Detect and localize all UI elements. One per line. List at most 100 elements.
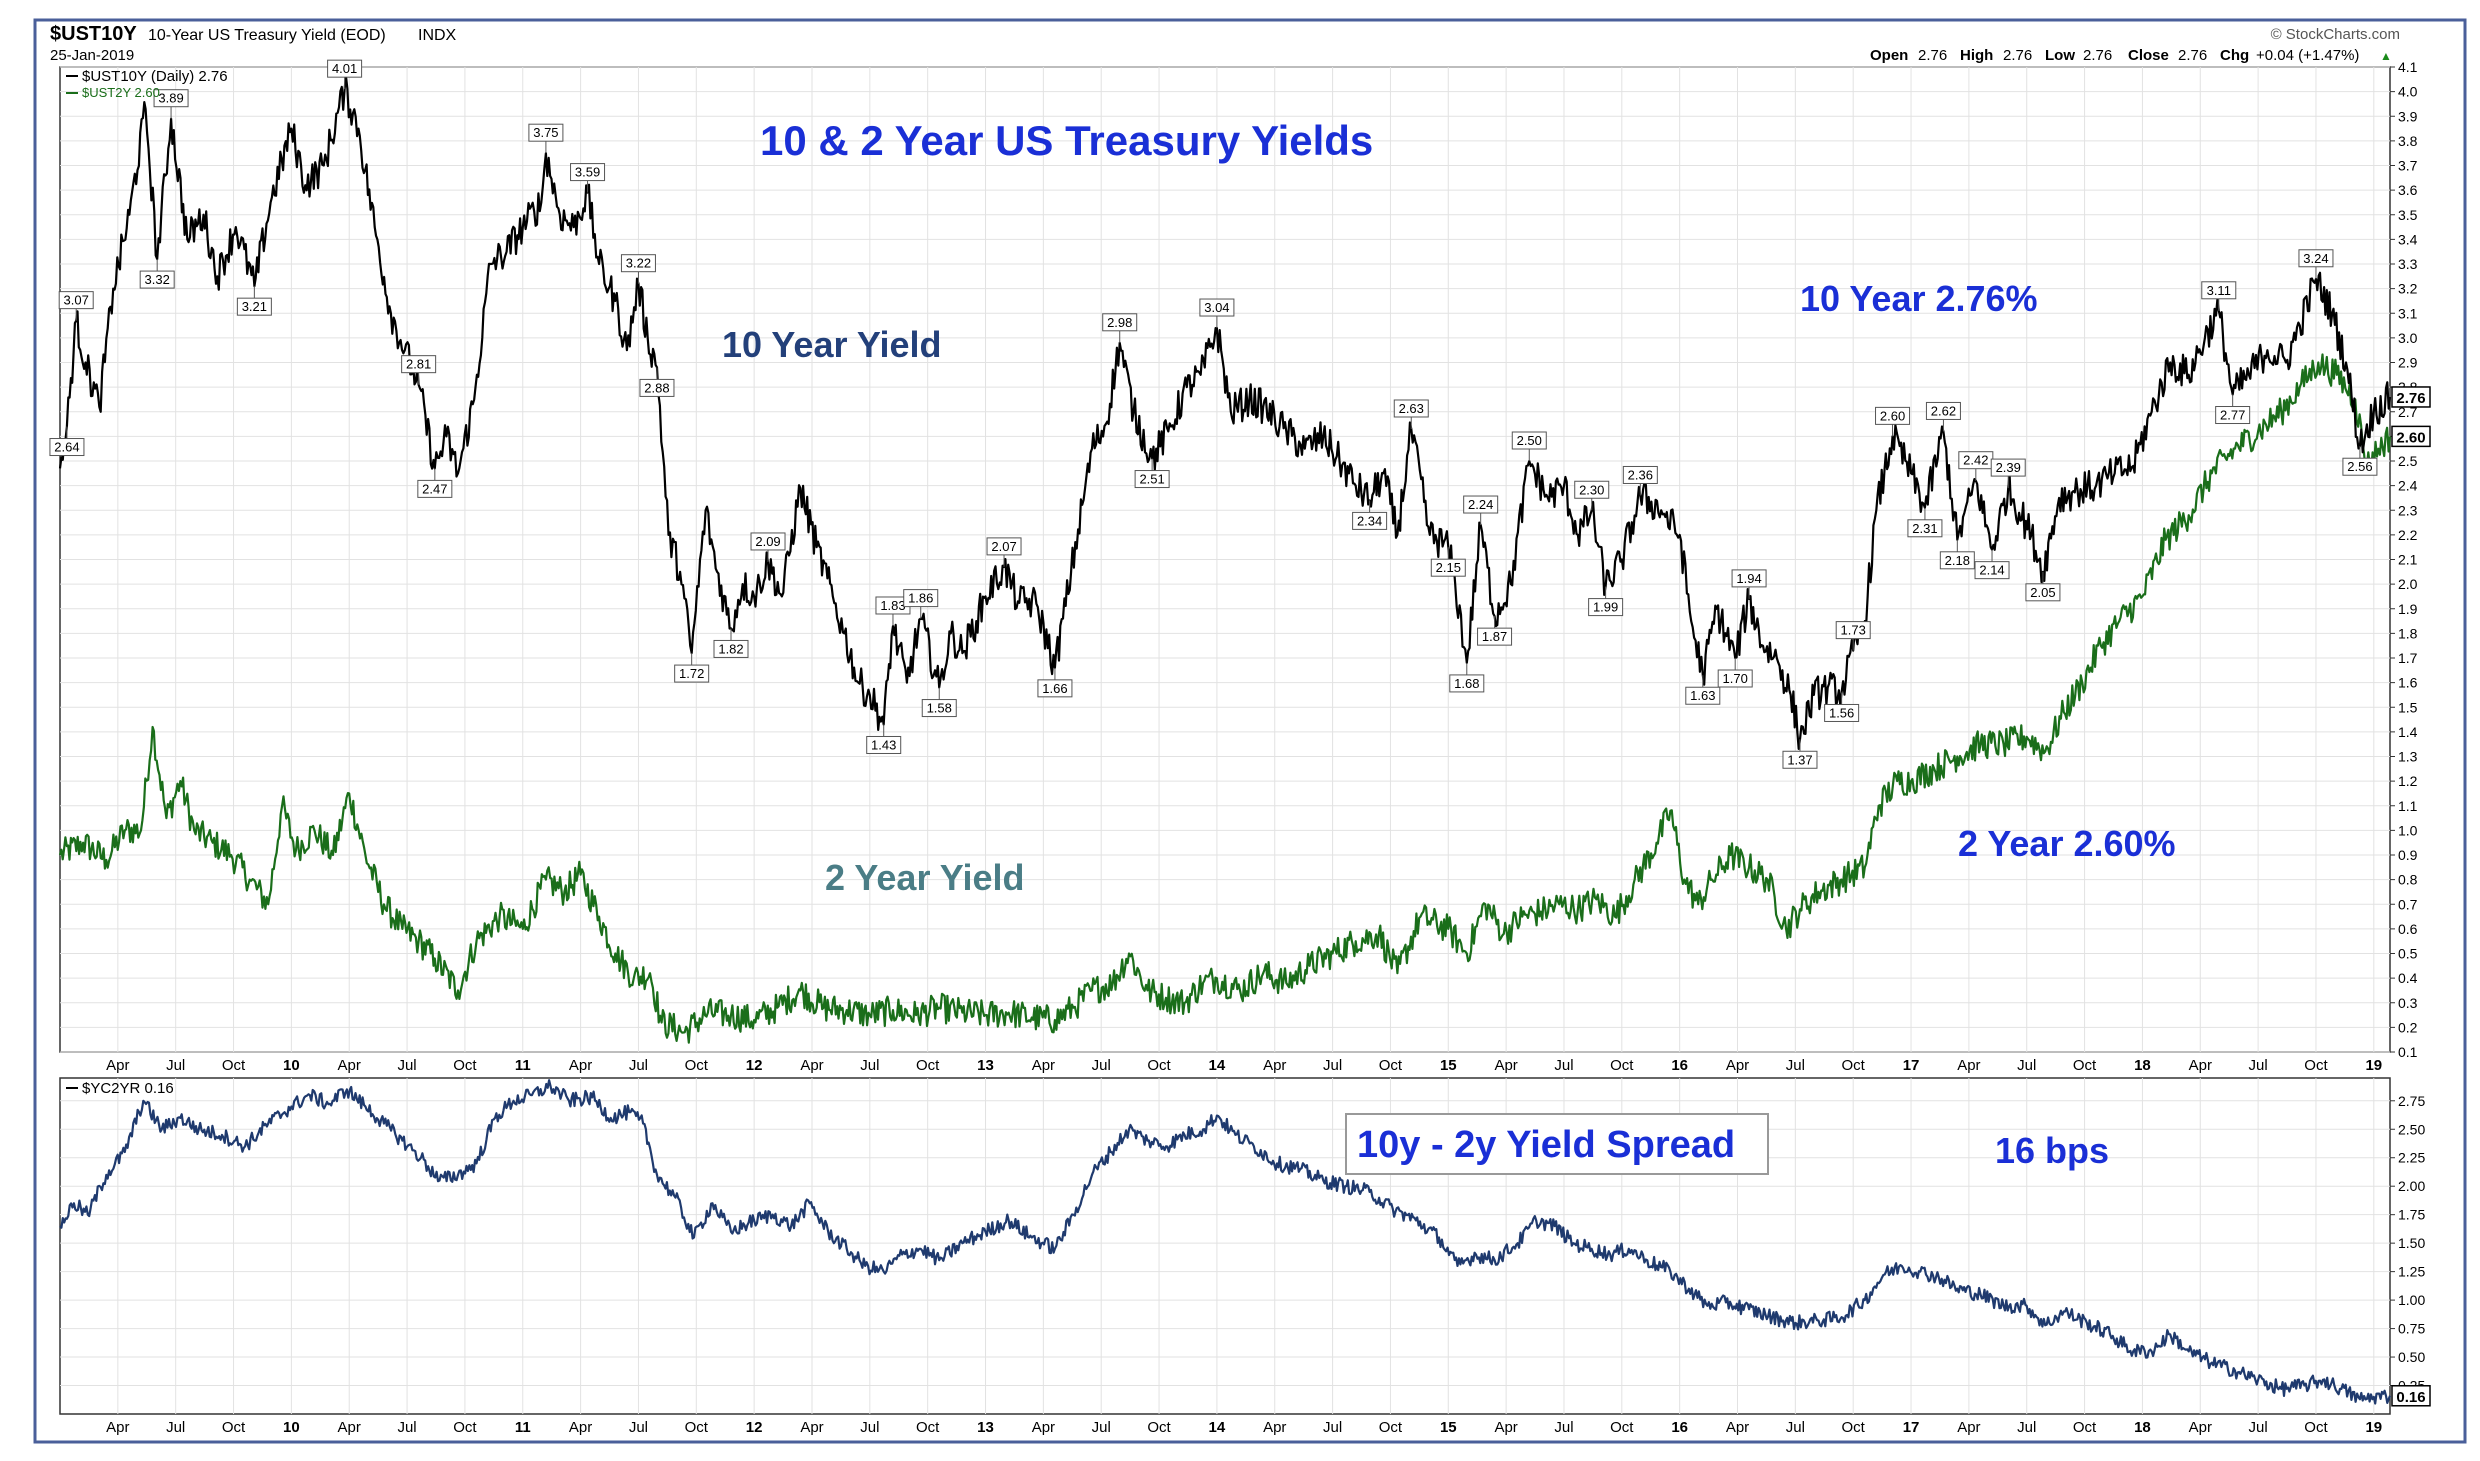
spread-x-tick-label: Jul <box>166 1419 185 1436</box>
spread-x-tick-label: 16 <box>1671 1419 1688 1436</box>
chg-value: +0.04 (+1.47%) <box>2256 47 2359 64</box>
point-label-text: 2.09 <box>755 534 780 549</box>
point-label-text: 2.18 <box>1945 553 1970 568</box>
main-y-tick-label: 1.4 <box>2398 724 2418 740</box>
point-label-box <box>1731 569 1767 588</box>
point-label-text: 2.47 <box>422 481 447 496</box>
point-label-text: 1.58 <box>927 701 952 716</box>
point-label-box <box>1463 495 1499 514</box>
main-y-tick-label: 0.3 <box>2398 995 2418 1011</box>
main-x-tick-label: Jul <box>397 1057 416 1074</box>
point-label-text: 1.43 <box>871 737 896 752</box>
point-label-text: 2.07 <box>991 539 1016 554</box>
spread-x-tick-label: Oct <box>2304 1419 2328 1436</box>
spread-last-value-badge-text: 0.16 <box>2396 1389 2425 1406</box>
main-y-tick-label: 3.8 <box>2398 133 2418 149</box>
main-x-tick-label: 17 <box>1903 1057 1920 1074</box>
point-label-box <box>1835 621 1871 640</box>
chg-up-arrow-icon: ▲ <box>2380 49 2392 63</box>
main-y-tick-label: 0.2 <box>2398 1019 2418 1035</box>
date-label: 25-Jan-2019 <box>50 47 134 64</box>
main-y-tick-label: 2.7 <box>2398 404 2418 420</box>
main-y-tick-label: 2.5 <box>2398 453 2418 469</box>
point-label-box <box>750 532 786 551</box>
point-label-text: 3.59 <box>575 165 600 180</box>
spread-title: 10y - 2y Yield Spread <box>1357 1124 1735 1166</box>
point-label-text: 1.63 <box>1690 688 1715 703</box>
spread-x-tick-label: Oct <box>685 1419 709 1436</box>
spread-panel-x-axis: Apr Jul Oct 10 Apr Jul Oct 11 Apr Jul Oct 12 Apr Jul O… <box>106 1419 2382 1436</box>
ten_year-last-value-badge-box <box>2391 386 2431 408</box>
main-x-tick-label: 10 <box>283 1057 300 1074</box>
main-panel-x-axis: Apr Jul Oct 10 Apr Jul Oct 11 Apr Jul Oct 12 Apr Jul O… <box>106 1057 2382 1074</box>
point-label-text: 2.81 <box>406 357 431 372</box>
description-label: 10-Year US Treasury Yield (EOD) <box>148 27 386 44</box>
spread-legend: $YC2YR 0.16 <box>66 1080 174 1097</box>
main-panel-grid <box>60 66 2390 1053</box>
main-y-tick-label: 3.3 <box>2398 256 2418 272</box>
point-label-box <box>1875 406 1911 425</box>
point-label-box <box>1939 551 1975 570</box>
point-label-box <box>49 438 85 457</box>
point-label-box <box>1907 519 1943 538</box>
point-label-box <box>1199 298 1235 317</box>
point-label-box <box>1990 458 2026 477</box>
main-x-tick-label: Oct <box>1842 1057 1866 1074</box>
point-label-box <box>401 355 437 374</box>
main-x-tick-label: Apr <box>338 1057 361 1074</box>
main-x-tick-label: Jul <box>1786 1057 1805 1074</box>
point-label-text: 3.32 <box>145 272 170 287</box>
main-x-tick-label: Apr <box>1726 1057 1749 1074</box>
low-label: Low <box>2045 47 2075 64</box>
main-legend: $UST10Y (Daily) 2.76 $UST2Y 2.60 <box>66 68 228 100</box>
main-y-tick-label: 0.4 <box>2398 970 2418 986</box>
spread-panel-frame <box>59 1077 2391 1415</box>
main-y-tick-label: 3.6 <box>2398 182 2418 198</box>
main-x-tick-label: Oct <box>1379 1057 1403 1074</box>
spread-x-tick-label: Jul <box>1554 1419 1573 1436</box>
open-value: 2.76 <box>1918 47 1947 64</box>
point-label-text: 3.75 <box>533 125 558 140</box>
point-label-box <box>139 270 175 289</box>
point-label-box <box>2215 406 2251 425</box>
point-label-text: 2.98 <box>1107 315 1132 330</box>
point-label-box <box>528 123 564 142</box>
point-label-box <box>327 59 363 78</box>
peak-trough-labels: 2.64 3.07 3.32 3.89 3.21 4.01 2.81 2.47 3.75 3.59… <box>49 59 2378 769</box>
main-x-tick-label: Jul <box>1323 1057 1342 1074</box>
point-label-box <box>2298 249 2334 268</box>
spread-y-tick-label: 1.50 <box>2398 1235 2425 1251</box>
main-x-tick-label: 14 <box>1209 1057 1226 1074</box>
two-year-legend-label: $UST2Y 2.60 <box>82 85 160 100</box>
main-y-tick-label: 1.7 <box>2398 650 2418 666</box>
spread-y-tick-label: 2.00 <box>2398 1178 2425 1194</box>
main-y-tick-label: 0.5 <box>2398 946 2418 962</box>
close-label: Close <box>2128 47 2169 64</box>
point-label-box <box>2025 583 2061 602</box>
main-x-tick-label: Jul <box>1554 1057 1573 1074</box>
spread-x-tick-label: 12 <box>746 1419 763 1436</box>
main-y-tick-label: 3.5 <box>2398 207 2418 223</box>
two_year-last-value-badge-box <box>2391 425 2431 448</box>
spread-x-tick-label: 11 <box>515 1419 531 1436</box>
point-label-text: 1.70 <box>1723 671 1748 686</box>
point-label-box <box>1449 674 1485 693</box>
spread-y-tick-label: 1.25 <box>2398 1264 2425 1280</box>
last-value-badges: 2.76 2.60 0.16 <box>2391 386 2431 1407</box>
main-x-tick-label: Apr <box>1032 1057 1055 1074</box>
main-y-tick-label: 1.2 <box>2398 773 2418 789</box>
spread-x-tick-label: Apr <box>1263 1419 1286 1436</box>
main-x-tick-label: 12 <box>746 1057 763 1074</box>
point-label-box <box>1037 679 1073 698</box>
point-label-text: 2.30 <box>1579 482 1604 497</box>
point-label-box <box>417 479 453 498</box>
main-x-tick-label: Apr <box>1957 1057 1980 1074</box>
main-y-tick-label: 0.8 <box>2398 872 2418 888</box>
point-label-text: 2.15 <box>1436 560 1461 575</box>
main-x-tick-label: Apr <box>106 1057 129 1074</box>
point-label-text: 2.36 <box>1628 467 1653 482</box>
spread-x-tick-label: 10 <box>283 1419 300 1436</box>
point-label-text: 2.24 <box>1468 497 1493 512</box>
